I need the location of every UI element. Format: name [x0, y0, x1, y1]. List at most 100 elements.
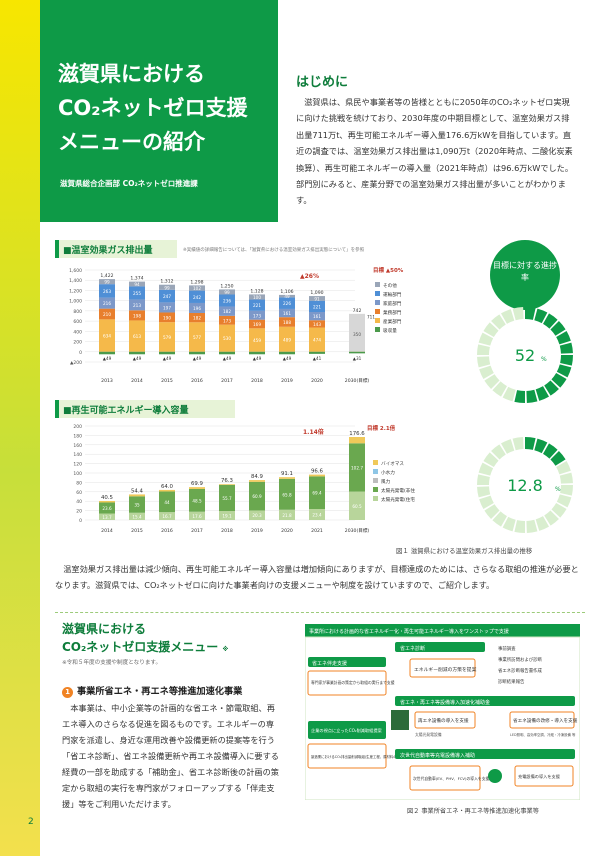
progress-badge-text: 目標に対する進捗率: [493, 261, 557, 282]
ghg-bar-segment: [159, 312, 175, 323]
re-total-label: 176.6: [349, 431, 365, 437]
re-legend-label: 太陽光発電(非住宅): [381, 487, 415, 494]
re-total-label: 40.5: [101, 495, 113, 501]
flow-header-bg: [305, 624, 580, 637]
ghg-legend-label: 産業部門: [383, 318, 402, 325]
ghg-title-text: 温室効果ガス排出量: [71, 246, 153, 256]
ghg-absorb-label: ▲49: [133, 356, 142, 361]
ghg-segment-label: 190: [163, 315, 171, 320]
ghg-segment-label: 263: [103, 289, 111, 294]
ghg-target-upper: 711: [367, 315, 375, 320]
ghg-absorb-label: ▲49: [163, 356, 172, 361]
ghg-bar-segment: [309, 320, 325, 328]
factory-icon: [391, 710, 409, 730]
y-tick-label: ▲200: [70, 360, 82, 366]
re-segment-label: 35: [134, 503, 140, 508]
ghg-bar-segment: [159, 302, 175, 313]
ghg-segment-label: 182: [223, 309, 231, 314]
ghg-segment-label: 94: [134, 282, 140, 287]
figure2-caption: 図２ 事業所省エネ・再エネ等推進加速化事業等: [407, 808, 539, 815]
s5-box: [307, 743, 387, 769]
re-gauge-segment: [484, 504, 500, 519]
re-bar-segment: [279, 509, 295, 520]
re-bar-segment: [249, 481, 265, 511]
ghg-bar-segment: [219, 306, 235, 316]
hero-banner: 滋賀県における CO₂ネットゼロ支援 メニューの紹介 滋賀県総合企画部 CO₂ネ…: [40, 0, 278, 222]
re-gauge-segment: [544, 510, 559, 526]
s3d-text: LED照明、高効率空調、冷蔵・冷凍設備 等: [510, 732, 576, 737]
s2-label-bg: [308, 657, 386, 667]
re-bar-segment: [349, 491, 365, 520]
re-bar-segment: [129, 494, 145, 497]
summary-text: 温室効果ガス排出量は減少傾向、再生可能エネルギー導入容量は増加傾向にありますが、…: [55, 564, 579, 590]
ghg-segment-label: 530: [223, 336, 231, 341]
y-tick-label: 40: [76, 499, 82, 505]
re-segment-label: 20.3: [252, 513, 262, 518]
intro-text: 滋賀県は、県民や事業者等の皆様とともに2050年のCO₂ネットゼロ実現に向けた挑…: [296, 97, 574, 206]
re-gauge-segment: [550, 451, 566, 466]
re-bar-segment: [309, 476, 325, 510]
ghg-segment-label: 102: [193, 286, 201, 291]
y-tick-label: 600: [73, 319, 82, 325]
ghg-legend-swatch: [375, 282, 380, 287]
re-gauge-segment: [526, 519, 538, 533]
ghg-gauge-segment: [524, 307, 536, 320]
ghg-bar-segment: [159, 322, 175, 352]
ghg-legend-label: 家庭部門: [383, 300, 402, 307]
title-line-2: CO₂ネットゼロ支援: [58, 96, 248, 120]
re-legend-swatch: [373, 469, 378, 474]
figure1-caption: 図１ 滋賀県における温室効果ガス排出量の推移: [396, 547, 533, 555]
re-bar-segment: [189, 511, 205, 520]
ghg-absorb-bar: [99, 351, 115, 355]
ghg-bar-segment: [99, 308, 115, 320]
ghg-segment-label: 197: [163, 305, 171, 310]
re-bar-segment: [189, 487, 205, 489]
y-tick-label: 120: [73, 462, 82, 468]
ghg-segment-label: 143: [313, 322, 321, 327]
s1-label-bg: [395, 642, 485, 652]
re-segment-label: 21.8: [282, 513, 292, 518]
ghg-bar-segment: [159, 284, 175, 290]
s2a-text: 専門家が事業計画の策定から取組の実行まで支援: [311, 680, 395, 685]
ghg-bar-segment: [99, 279, 115, 285]
re-gauge-segment: [477, 474, 490, 486]
re-gauge-segment: [534, 438, 548, 454]
re-legend-swatch: [373, 478, 378, 483]
ghg-segment-label: 247: [163, 294, 171, 299]
subsection-heading: 1 事業所省エネ・再エネ等推進加速化事業: [62, 683, 242, 698]
ghg-total-label: 1,128: [250, 288, 263, 294]
re-gauge-segment: [491, 444, 506, 460]
ghg-absorb-label: ▲49: [103, 356, 112, 361]
ghg-absorb-label: ▲41: [313, 356, 322, 361]
re-total-label: 64.0: [161, 484, 174, 490]
left-gradient-strip: [0, 0, 40, 856]
re-gauge-segment: [502, 516, 516, 532]
s6a-text: 次世代自動車(EV、PHV、FCV)の導入を支援: [413, 776, 489, 781]
re-title-text: 再生可能エネルギー導入容量: [71, 406, 189, 416]
y-tick-label: 800: [73, 309, 82, 315]
ghg-segment-label: 613: [133, 334, 141, 339]
ghg-segment-label: 100: [253, 295, 261, 300]
ghg-absorb-label: ▲49: [193, 356, 202, 361]
ghg-absorb-bar: [129, 351, 145, 355]
re-x-tick: 2019: [251, 528, 263, 534]
ghg-legend-label: 吸収量: [383, 327, 397, 334]
y-tick-label: 20: [76, 509, 82, 515]
ghg-bar-segment: [129, 286, 145, 300]
y-tick-label: 1,000: [69, 299, 82, 305]
re-bar-segment: [219, 511, 235, 520]
re-gauge-segment: [560, 484, 573, 496]
ghg-bar-segment: [189, 312, 205, 323]
s1a-box: [409, 658, 476, 678]
ghg-legend-swatch: [375, 327, 380, 332]
ghg-segment-label: 196: [193, 306, 201, 311]
re-bar-segment: [129, 512, 145, 520]
re-x-tick: 2015: [131, 528, 143, 534]
title-line-1: 滋賀県における: [58, 62, 205, 86]
ghg-gauge-segment: [526, 389, 538, 403]
re-legend-label: バイオマス: [381, 461, 404, 467]
re-bar-segment: [349, 436, 365, 444]
re-segment-label: 16.7: [162, 514, 172, 519]
ghg-gauge-segment: [560, 354, 573, 366]
department-name: 滋賀県総合企画部 CO₂ネットゼロ推進課: [60, 179, 198, 188]
